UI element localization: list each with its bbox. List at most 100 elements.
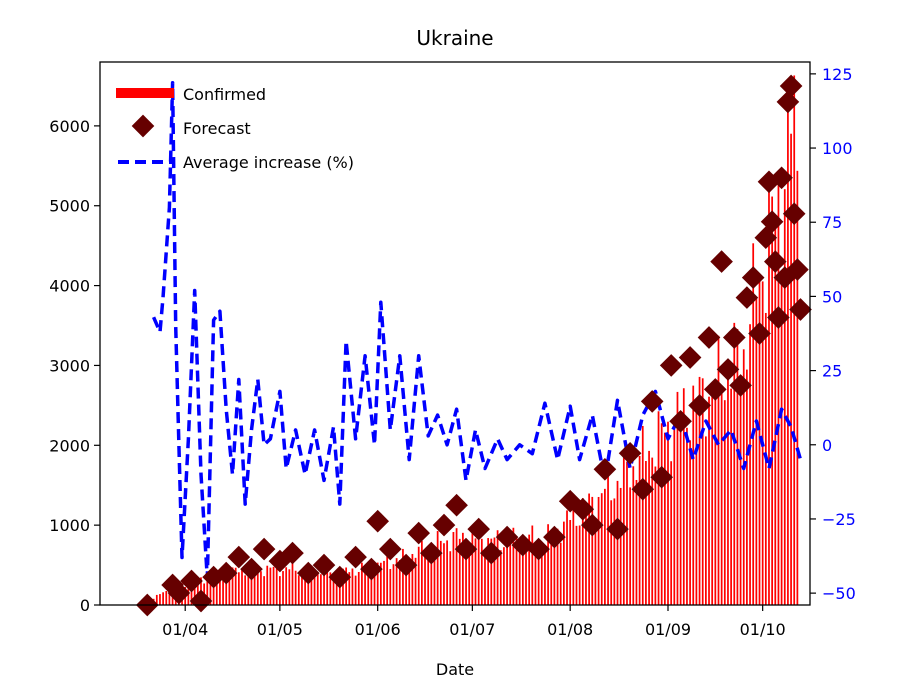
confirmed-bar bbox=[635, 479, 638, 605]
confirmed-bar bbox=[398, 560, 401, 605]
confirmed-bar bbox=[676, 391, 679, 605]
confirmed-bar bbox=[329, 572, 332, 605]
confirmed-bar bbox=[433, 549, 436, 605]
plot-frame bbox=[99, 61, 811, 606]
confirmed-bar bbox=[752, 243, 755, 606]
confirmed-bar bbox=[521, 539, 524, 605]
confirmed-bar bbox=[679, 413, 682, 605]
confirmed-bar bbox=[405, 556, 407, 605]
x-tick-label: 01/10 bbox=[740, 620, 786, 639]
confirmed-bar bbox=[566, 510, 568, 605]
confirmed-bar bbox=[335, 573, 338, 605]
confirmed-bar bbox=[585, 506, 587, 605]
confirmed-bar bbox=[594, 521, 597, 605]
confirmed-bar bbox=[768, 189, 770, 605]
y-tick-label: 5000 bbox=[49, 197, 90, 216]
confirmed-bar bbox=[771, 196, 774, 606]
confirmed-bar bbox=[209, 579, 212, 605]
confirmed-bar bbox=[537, 539, 540, 605]
confirmed-bar bbox=[231, 567, 234, 605]
forecast-point bbox=[748, 322, 771, 345]
confirmed-bar bbox=[417, 546, 420, 605]
confirmed-bar bbox=[496, 530, 499, 605]
legend-confirmed-label: Confirmed bbox=[183, 85, 266, 104]
confirmed-bar bbox=[597, 496, 600, 605]
legend-confirmed-swatch bbox=[116, 88, 174, 98]
confirmed-bar bbox=[619, 487, 622, 605]
confirmed-bar bbox=[342, 568, 344, 605]
confirmed-bar bbox=[162, 592, 164, 605]
confirmed-bar bbox=[742, 349, 745, 605]
confirmed-bar bbox=[509, 543, 512, 605]
confirmed-bar bbox=[657, 411, 660, 605]
y2-tick-label: 0 bbox=[822, 436, 832, 455]
forecast-point bbox=[407, 521, 431, 545]
confirmed-bar bbox=[282, 571, 284, 605]
confirmed-bar bbox=[338, 578, 341, 605]
confirmed-bar bbox=[673, 421, 676, 605]
confirmed-bar bbox=[708, 396, 710, 605]
forecast-point bbox=[593, 457, 617, 481]
confirmed-bar bbox=[670, 461, 673, 605]
x-tick-label: 01/05 bbox=[257, 620, 303, 639]
confirmed-bar bbox=[436, 531, 439, 605]
confirmed-bar bbox=[402, 548, 404, 605]
confirmed-bar bbox=[471, 529, 474, 605]
x-axis-label: Date bbox=[436, 660, 474, 679]
confirmed-bar bbox=[663, 432, 666, 605]
confirmed-bar bbox=[244, 575, 247, 605]
confirmed-bar bbox=[689, 440, 691, 605]
forecast-point bbox=[741, 266, 765, 289]
confirmed-bar bbox=[212, 577, 215, 605]
confirmed-bar bbox=[474, 538, 477, 605]
confirmed-bar bbox=[695, 400, 698, 605]
forecast-point bbox=[767, 306, 790, 329]
confirmed-bar bbox=[421, 540, 423, 605]
confirmed-bar bbox=[376, 562, 379, 605]
confirmed-bar bbox=[323, 573, 325, 605]
confirmed-bar bbox=[575, 525, 578, 605]
confirmed-bar bbox=[629, 487, 632, 605]
confirmed-bar bbox=[559, 542, 562, 605]
forecast-point bbox=[454, 537, 478, 561]
confirmed-bar bbox=[414, 557, 417, 605]
confirmed-bar bbox=[364, 567, 366, 605]
confirmed-bar bbox=[307, 566, 310, 605]
confirmed-bar bbox=[424, 555, 426, 605]
forecast-point bbox=[378, 537, 402, 561]
forecast-point bbox=[419, 541, 443, 565]
confirmed-bar bbox=[193, 583, 196, 605]
y2-tick-label: 25 bbox=[822, 362, 842, 381]
confirmed-bar bbox=[294, 570, 297, 605]
forecast-point bbox=[703, 378, 727, 401]
confirmed-bar bbox=[540, 543, 543, 605]
confirmed-bar bbox=[645, 461, 647, 605]
confirmed-bar bbox=[234, 567, 237, 605]
confirmed-bar bbox=[159, 594, 161, 605]
confirmed-bar bbox=[787, 96, 789, 605]
y-tick-label: 0 bbox=[80, 596, 90, 615]
confirmed-bar bbox=[427, 549, 430, 605]
confirmed-bar bbox=[313, 575, 316, 605]
confirmed-bar bbox=[190, 582, 193, 605]
confirmed-bar bbox=[462, 532, 464, 605]
forecast-point bbox=[366, 509, 390, 533]
y-tick-label: 3000 bbox=[49, 356, 90, 375]
confirmed-bar bbox=[493, 537, 496, 605]
confirmed-bar bbox=[465, 548, 467, 605]
legend-forecast-label: Forecast bbox=[183, 119, 251, 138]
confirmed-bar bbox=[260, 571, 262, 605]
confirmed-bar bbox=[667, 421, 669, 605]
confirmed-bar bbox=[556, 528, 559, 605]
confirmed-bar bbox=[250, 562, 253, 605]
confirmed-bar bbox=[256, 566, 259, 605]
forecast-point bbox=[669, 409, 692, 433]
confirmed-bar bbox=[165, 591, 168, 605]
confirmed-bar bbox=[654, 466, 657, 605]
y2-tick-label: 125 bbox=[822, 65, 853, 84]
confirmed-bar bbox=[304, 572, 306, 605]
forecast-point bbox=[640, 390, 664, 413]
forecast-point bbox=[659, 354, 683, 377]
forecast-point bbox=[511, 533, 535, 557]
